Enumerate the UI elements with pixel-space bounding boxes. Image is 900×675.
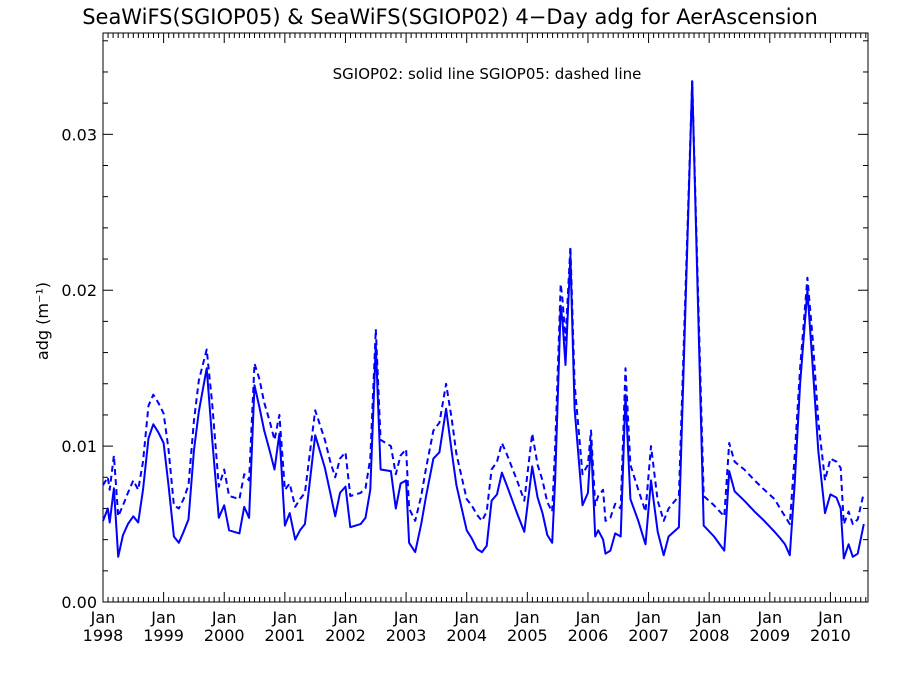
- y-tick-label: 0.02: [61, 281, 97, 300]
- x-tick-year-label: 2005: [507, 626, 548, 645]
- x-tick-month-label: Jan: [514, 608, 540, 627]
- y-tick-label: 0.01: [61, 437, 97, 456]
- x-tick-month-label: Jan: [90, 608, 116, 627]
- x-tick-month-label: Jan: [756, 608, 782, 627]
- plot-area: 0.000.010.020.03Jan1998Jan1999Jan2000Jan…: [61, 32, 869, 645]
- x-tick-year-label: 2001: [264, 626, 305, 645]
- x-tick-year-label: 2002: [325, 626, 366, 645]
- x-tick-month-label: Jan: [575, 608, 601, 627]
- x-tick-year-label: 2008: [689, 626, 730, 645]
- x-tick-month-label: Jan: [272, 608, 298, 627]
- x-tick-year-label: 2003: [386, 626, 427, 645]
- x-tick-month-label: Jan: [332, 608, 358, 627]
- series-line-sgiop02: [102, 80, 865, 560]
- x-tick-month-label: Jan: [150, 608, 176, 627]
- line-style-legend-note: SGIOP02: solid line SGIOP05: dashed line: [333, 65, 642, 83]
- x-tick-month-label: Jan: [211, 608, 237, 627]
- x-tick-year-label: 2000: [204, 626, 245, 645]
- y-tick-label: 0.00: [61, 593, 97, 612]
- y-axis-label: adg (m⁻¹): [33, 282, 52, 360]
- plot-frame: [102, 32, 869, 603]
- x-tick-month-label: Jan: [393, 608, 419, 627]
- x-tick-month-label: Jan: [817, 608, 843, 627]
- x-tick-year-label: 2004: [446, 626, 487, 645]
- x-tick-year-label: 1999: [143, 626, 184, 645]
- x-tick-month-label: Jan: [635, 608, 661, 627]
- chart-title: SeaWiFS(SGIOP05) & SeaWiFS(SGIOP02) 4−Da…: [82, 5, 818, 29]
- x-tick-month-label: Jan: [453, 608, 479, 627]
- x-tick-year-label: 1998: [83, 626, 124, 645]
- x-tick-year-label: 2009: [749, 626, 790, 645]
- x-tick-year-label: 2010: [810, 626, 851, 645]
- x-tick-month-label: Jan: [696, 608, 722, 627]
- x-tick-year-label: 2006: [568, 626, 609, 645]
- series-line-sgiop05: [102, 80, 865, 526]
- y-tick-label: 0.03: [61, 125, 97, 144]
- x-tick-year-label: 2007: [628, 626, 669, 645]
